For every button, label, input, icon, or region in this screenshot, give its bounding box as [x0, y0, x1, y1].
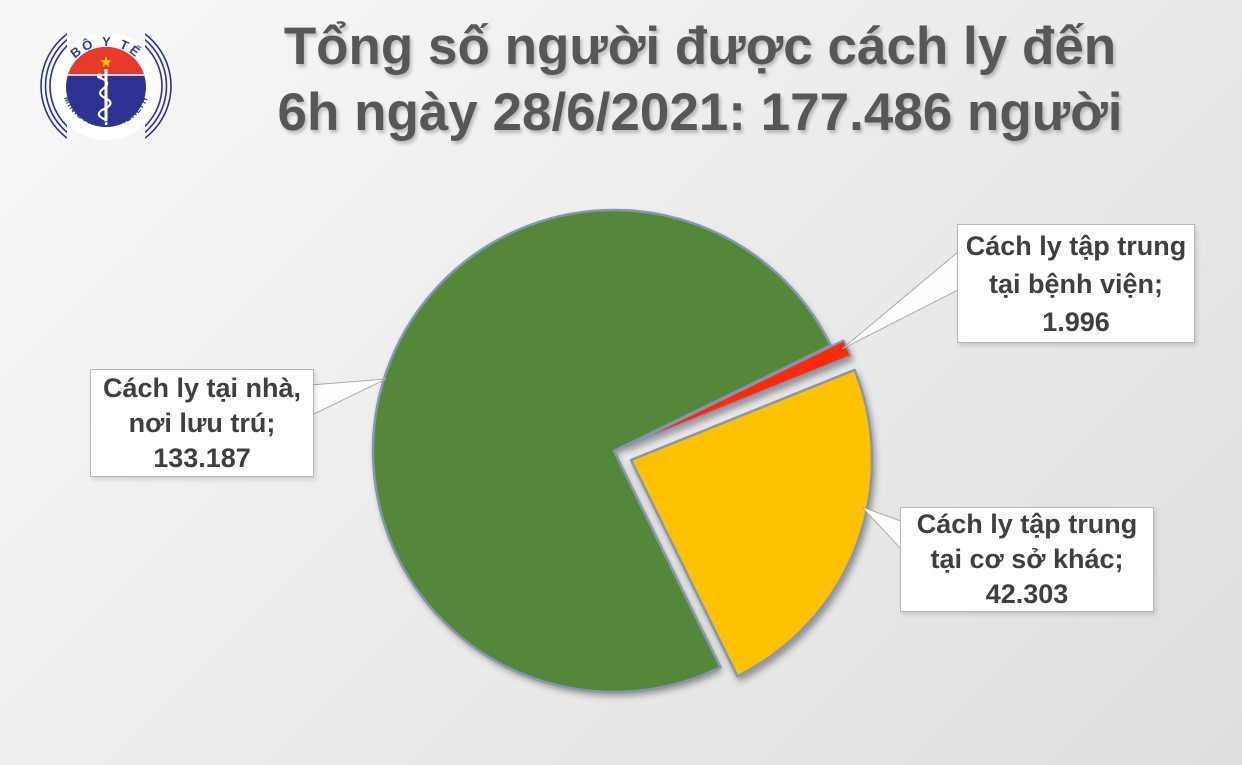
callout-other-label-line2: tại cơ sở khác; — [930, 544, 1124, 574]
callout-home-label-line2: nơi lưu trú; — [128, 407, 276, 438]
pie-slice-other — [629, 368, 874, 678]
callout-home: Cách ly tại nhà, nơi lưu trú; 133.187 — [90, 369, 314, 477]
pie-slice-hospital — [626, 339, 852, 447]
pie-slice-home-border — [371, 208, 832, 694]
title-line-2: 6h ngày 28/6/2021: 177.486 người — [277, 83, 1123, 142]
callout-home-label-line1: Cách ly tại nhà, — [102, 372, 302, 403]
logo-red-cap — [67, 46, 145, 75]
callout-other: Cách ly tập trung tại cơ sở khác; 42.303 — [900, 507, 1154, 612]
page-title: Tổng số người được cách ly đến 6h ngày 2… — [180, 14, 1220, 146]
callout-hospital-label-line1: Cách ly tập trung — [965, 230, 1187, 261]
logo-caduceus-icon — [96, 69, 112, 125]
pie-slice-home — [372, 209, 831, 692]
callout-wedge-other — [861, 506, 902, 551]
title-line-1: Tổng số người được cách ly đến — [283, 17, 1117, 76]
callout-other-value: 42.303 — [985, 579, 1069, 609]
callout-wedge-hospital — [841, 250, 959, 350]
logo-star-icon: ★ — [99, 54, 112, 71]
callout-hospital: Cách ly tập trung tại bệnh viện; 1.996 — [957, 224, 1195, 343]
moh-logo-icon: BỘ Y TẾ ★ MINISTRY OF HEALTH — [40, 20, 172, 152]
callout-hospital-label-line2: tại bệnh viện; — [988, 268, 1164, 299]
callout-hospital-value: 1.996 — [1042, 306, 1110, 337]
callout-other-label-line1: Cách ly tập trung — [916, 509, 1138, 539]
callout-home-value: 133.187 — [153, 442, 251, 473]
callout-wedge-home — [309, 378, 387, 416]
